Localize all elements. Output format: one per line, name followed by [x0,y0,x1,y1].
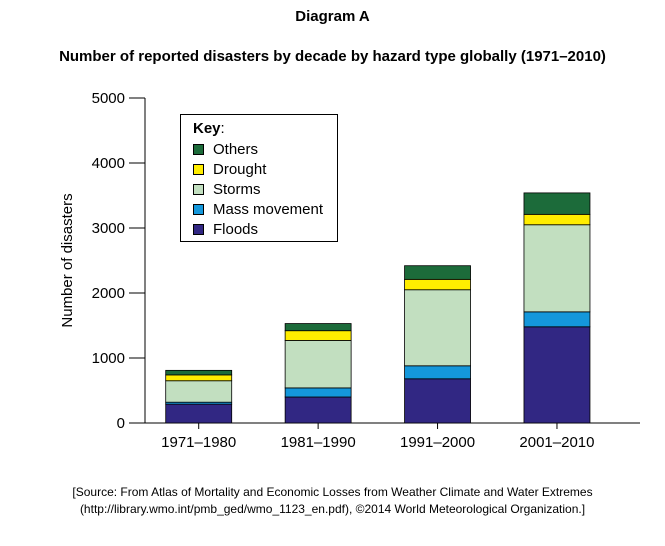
source-line-1: [Source: From Atlas of Mortality and Eco… [72,485,593,499]
y-tick-label: 4000 [92,155,125,172]
bar-segment-floods [165,403,233,424]
bar-segment-storms [165,380,233,403]
bar-segment-drought [284,330,352,341]
legend-item: Mass movement [193,199,337,219]
y-tick-label: 1000 [92,350,125,367]
legend-title-suffix: : [220,120,225,137]
legend-swatch [193,203,204,215]
legend-item: Floods [193,219,337,239]
x-tick-label: 2001–2010 [519,434,594,451]
stacked-bar-chart: 0 1000 2000 3000 4000 5000 Number of disasters… [59,90,640,451]
legend-swatch [193,183,204,195]
bar-segment-floods [404,378,471,424]
legend-item: Storms [193,179,337,199]
legend-title-text: Key [193,120,221,137]
bar-segment-mass-movement [523,311,591,328]
bar-segment-drought [404,278,471,291]
bar-segment-storms [404,289,471,367]
legend-label: Mass movement [213,200,324,218]
legend-item: Drought [193,159,337,179]
legend-label: Drought [213,160,267,178]
bar-segment-floods [523,326,591,424]
chart-title: Number of reported disasters by decade b… [59,48,606,65]
diagram-label: Diagram A [295,8,370,25]
x-tick-label: 1991–2000 [400,434,475,451]
bar-segment-others [284,323,352,332]
x-tick-label: 1971–1980 [161,434,236,451]
bar-segment-storms [284,340,352,389]
bar-segment-drought [165,374,233,382]
legend-title: Key: [193,120,337,137]
bar-segment-others [523,192,591,215]
legend-swatch [193,143,204,155]
source-line-2: (http://library.wmo.int/pmb_ged/wmo_1123… [79,502,586,516]
x-tick-label: 1981–1990 [281,434,356,451]
bar-segment-drought [523,213,591,226]
y-tick-label: 3000 [92,220,125,237]
bar-segment-others [404,265,471,280]
bar-segment-mass-movement [284,387,352,398]
chart-legend: Key: Others Drought Storms Mass movement Flo… [180,114,338,242]
y-tick-label: 5000 [92,90,125,107]
legend-items: Others Drought Storms Mass movement Floods [193,139,337,239]
bar-segment-storms [523,224,591,313]
legend-swatch [193,163,204,175]
source-note: [Source: From Atlas of Mortality and Eco… [0,484,665,518]
legend-swatch [193,223,204,235]
legend-label: Floods [213,220,259,238]
y-tick-label: 2000 [92,285,125,302]
legend-item: Others [193,139,337,159]
legend-label: Storms [213,180,261,198]
bar-segment-floods [284,396,352,424]
bar-segment-mass-movement [404,365,471,380]
bar-segment-others [165,369,233,376]
legend-label: Others [213,140,259,158]
y-tick-label: 0 [117,415,125,432]
y-axis-label: Number of disasters [59,193,76,327]
